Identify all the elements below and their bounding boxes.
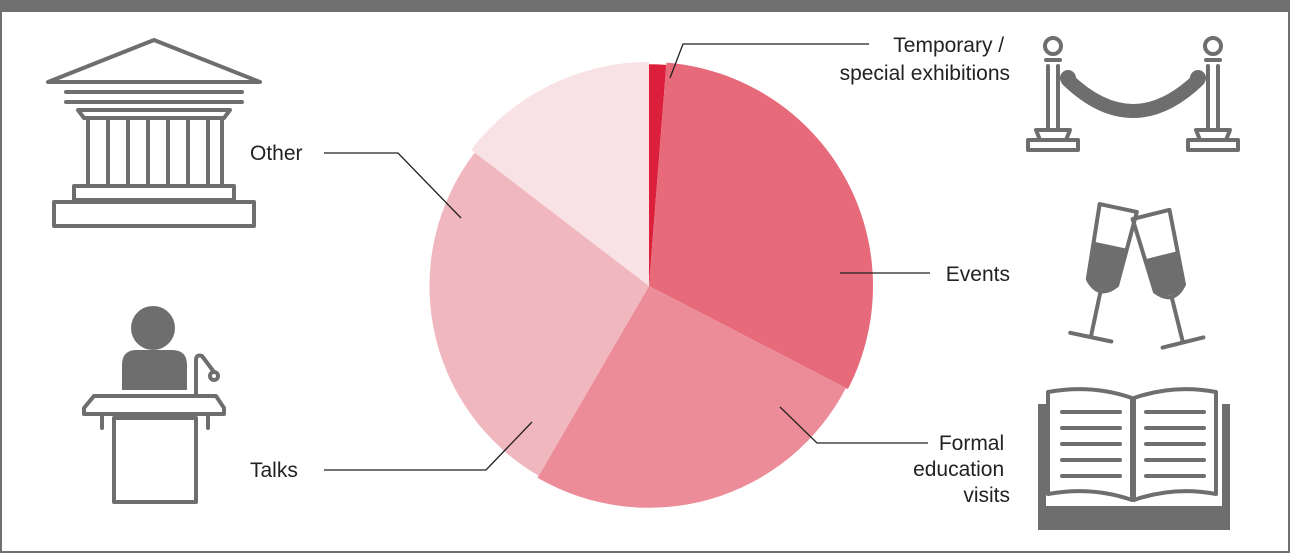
label-formal-education: Formal education visits [913,432,1010,507]
label-events-line-1: Events [946,263,1010,286]
leader-line-formal-education [779,406,928,444]
label-formal-education-line-1: Formal [939,432,1004,455]
top-bar [2,0,1288,12]
label-events: Events [946,263,1010,286]
label-temporary-exhibitions-line-2: special exhibitions [840,62,1010,85]
museum-building-icon [46,38,262,228]
leader-line-temporary-exhibitions [669,43,869,79]
leader-line-talks [324,421,533,471]
leader-line-other [324,152,462,219]
slice-labels: Temporary / special exhibitions Events F… [250,34,1010,507]
open-book-icon [1038,387,1230,530]
pie-slices [429,62,874,508]
pie-slice-talks [429,152,649,476]
label-talks: Talks [250,459,298,482]
rope-barrier-icon [1026,36,1240,152]
label-formal-education-line-3: visits [963,484,1010,507]
pie-slice-events [649,62,874,390]
label-talks-line-1: Talks [250,459,298,482]
leader-lines [324,43,930,471]
pie-slice-temporary-special-exhibitions [649,64,667,287]
label-temporary-exhibitions-line-1: Temporary / [893,34,1004,57]
label-formal-education-line-2: education [913,458,1004,481]
label-other-line-1: Other [250,142,303,165]
label-other: Other [250,142,303,165]
pie-slice-formal-education-visits [537,286,846,508]
pie-slice-other [471,62,649,286]
speaker-podium-icon [82,306,226,504]
label-temporary-exhibitions: Temporary / special exhibitions [840,34,1010,85]
champagne-glasses-icon [1068,202,1206,350]
